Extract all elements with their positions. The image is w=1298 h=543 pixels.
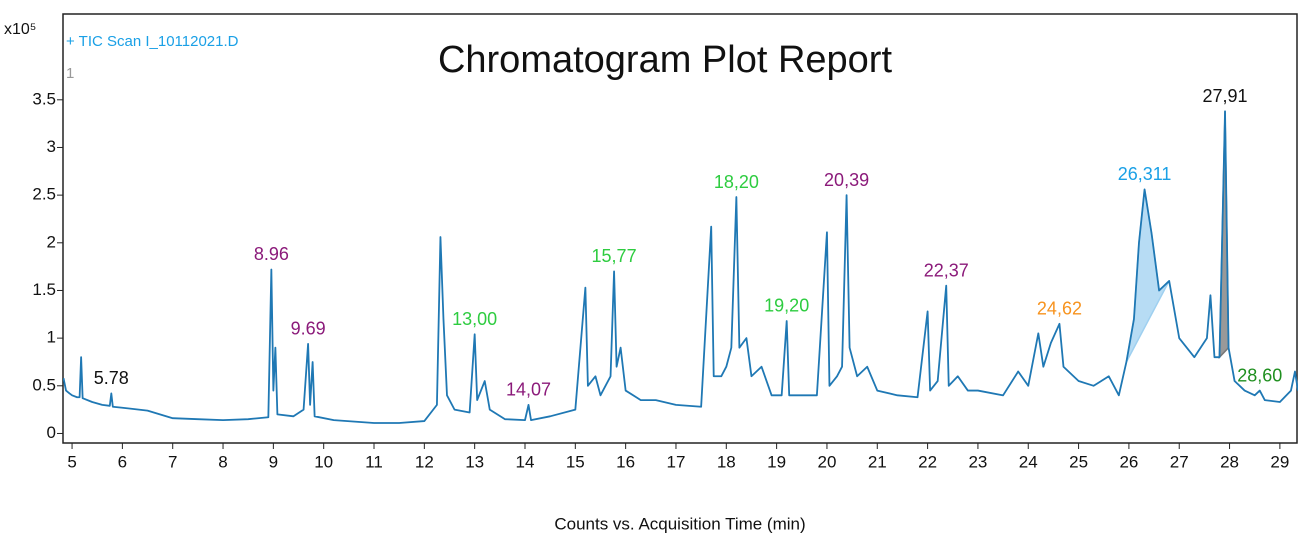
peak-label: 19,20	[764, 296, 809, 316]
x-tick-label: 18	[717, 452, 736, 471]
x-tick-label: 21	[868, 452, 887, 471]
peak-label: 15,77	[592, 246, 637, 266]
peak-label: 5.78	[94, 368, 129, 388]
y-tick-label: 1	[47, 328, 56, 347]
y-tick-label: 1.5	[32, 280, 56, 299]
trace-line	[63, 110, 1298, 424]
plot-frame	[62, 13, 1298, 444]
peak-label: 13,00	[452, 309, 497, 329]
peak-label: 28,60	[1237, 365, 1282, 385]
x-tick-label: 12	[415, 452, 434, 471]
x-tick-label: 17	[667, 452, 686, 471]
x-tick-label: 20	[817, 452, 836, 471]
y-tick-label: 0.5	[32, 375, 56, 394]
x-tick-label: 24	[1019, 452, 1038, 471]
x-tick-label: 26	[1119, 452, 1138, 471]
y-tick-label: 3.5	[32, 89, 56, 108]
peak-label: 20,39	[824, 170, 869, 190]
x-tick-label: 8	[218, 452, 227, 471]
y-tick-label: 3	[47, 137, 56, 156]
x-tick-label: 23	[968, 452, 987, 471]
peak-label: 26,311	[1118, 164, 1172, 184]
panel-label: 1	[66, 65, 74, 82]
plot-area	[63, 110, 1298, 424]
x-tick-label: 25	[1069, 452, 1088, 471]
x-tick-label: 27	[1170, 452, 1189, 471]
x-tick-label: 6	[118, 452, 127, 471]
peak-label: 8.96	[254, 244, 289, 264]
x-tick-label: 13	[465, 452, 484, 471]
x-tick-label: 29	[1270, 452, 1289, 471]
y-tick-label: 2	[47, 232, 56, 251]
x-tick-label: 9	[269, 452, 278, 471]
x-tick-label: 19	[767, 452, 786, 471]
x-tick-label: 10	[314, 452, 333, 471]
chart-title: Chromatogram Plot Report	[438, 39, 893, 81]
x-tick-label: 22	[918, 452, 937, 471]
x-tick-label: 14	[516, 452, 535, 471]
legend-entry: + TIC Scan I_10112021.D	[66, 33, 239, 50]
x-axis-label: Counts vs. Acquisition Time (min)	[554, 514, 805, 533]
x-tick-label: 5	[67, 452, 76, 471]
x-tick-label: 7	[168, 452, 177, 471]
peak-label: 14,07	[506, 380, 551, 400]
peak-label: 9.69	[291, 319, 326, 339]
y-tick-label: 0	[47, 423, 56, 442]
peak-label: 18,20	[714, 172, 759, 192]
x-tick-label: 15	[566, 452, 585, 471]
x-tick-label: 11	[365, 452, 383, 471]
y-tick-label: 2.5	[32, 185, 56, 204]
peak-label: 22,37	[924, 260, 969, 280]
x-tick-label: 28	[1220, 452, 1239, 471]
y-axis-label: x10⁵	[4, 21, 36, 38]
peak-label: 24,62	[1037, 299, 1082, 319]
peak-label: 27,91	[1203, 86, 1248, 106]
x-tick-label: 16	[616, 452, 635, 471]
